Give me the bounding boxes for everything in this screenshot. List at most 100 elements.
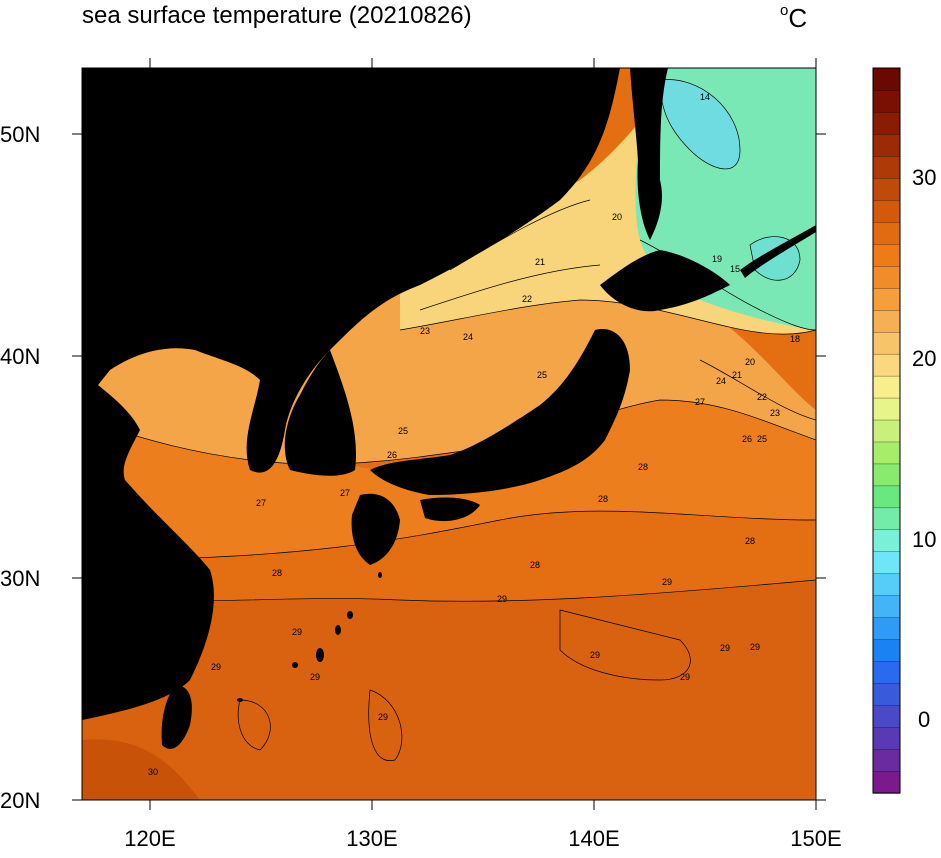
colorbar-cell — [872, 485, 901, 509]
colorbar-cell — [872, 155, 901, 179]
svg-text:21: 21 — [535, 257, 545, 267]
colorbar-cell — [872, 89, 901, 113]
kuril-islands — [740, 225, 816, 278]
svg-text:25: 25 — [537, 370, 547, 380]
colorbar-label-10: 10 — [912, 527, 936, 552]
svg-text:23: 23 — [420, 326, 430, 336]
colorbar-cell — [872, 287, 901, 311]
svg-text:24: 24 — [716, 376, 726, 386]
svg-text:28: 28 — [530, 560, 540, 570]
svg-text:20: 20 — [612, 212, 622, 222]
lon-label-140e: 140E — [568, 826, 619, 851]
ocean-29-region — [82, 580, 816, 800]
continent-land — [82, 68, 620, 720]
colorbar-cell — [872, 419, 901, 443]
colorbar-cells — [872, 67, 901, 794]
map-title: sea surface temperature (20210826) — [82, 2, 472, 29]
svg-text:29: 29 — [292, 627, 302, 637]
lat-label-40n: 40N — [0, 344, 40, 369]
svg-text:22: 22 — [522, 294, 532, 304]
colorbar-cell — [872, 397, 901, 421]
colorbar-cell — [872, 639, 901, 662]
colorbar-cell — [872, 133, 901, 157]
colorbar-cell — [872, 353, 901, 377]
svg-text:25: 25 — [757, 434, 767, 444]
unit-label: oC — [780, 2, 808, 33]
svg-text:18: 18 — [790, 334, 800, 344]
svg-text:26: 26 — [268, 420, 278, 430]
colorbar-cell — [872, 551, 901, 574]
ryukyu-islands — [237, 572, 382, 702]
colorbar-cell — [872, 704, 901, 728]
colorbar-cell — [872, 463, 901, 487]
svg-text:30: 30 — [148, 767, 158, 777]
korea-land — [284, 350, 356, 476]
shikoku-land — [420, 497, 480, 522]
colorbar-cell — [872, 243, 901, 267]
svg-text:29: 29 — [750, 642, 760, 652]
svg-text:29: 29 — [590, 650, 600, 660]
svg-text:29: 29 — [497, 594, 507, 604]
svg-text:28: 28 — [272, 568, 282, 578]
svg-text:28: 28 — [745, 536, 755, 546]
sakhalin-land — [630, 68, 668, 240]
svg-text:21: 21 — [732, 370, 742, 380]
colorbar-cell — [872, 375, 901, 399]
colorbar-cell — [872, 441, 901, 465]
kyushu-land — [351, 493, 400, 565]
colorbar-label-0: 0 — [918, 707, 930, 732]
svg-text:23: 23 — [770, 408, 780, 418]
svg-text:29: 29 — [378, 712, 388, 722]
plot-frame — [81, 67, 817, 801]
colorbar-cell — [872, 221, 901, 245]
svg-text:26: 26 — [742, 434, 752, 444]
colorbar-cell — [872, 748, 901, 772]
svg-text:29: 29 — [211, 662, 221, 672]
colorbar-cell — [872, 177, 901, 201]
colorbar-cell — [872, 111, 901, 135]
svg-text:29: 29 — [720, 643, 730, 653]
colorbar-cell — [872, 67, 901, 91]
colorbar-cell — [872, 661, 901, 684]
svg-text:19: 19 — [712, 254, 722, 264]
lon-label-150e: 150E — [790, 826, 841, 851]
svg-text:27: 27 — [340, 488, 350, 498]
svg-text:29: 29 — [310, 672, 320, 682]
svg-text:14: 14 — [700, 92, 710, 102]
colorbar-frame — [872, 67, 901, 794]
svg-text:28: 28 — [598, 494, 608, 504]
colorbar-label-20: 20 — [912, 346, 936, 371]
lon-label-130e: 130E — [346, 826, 397, 851]
colorbar-cell — [872, 595, 901, 618]
lat-label-50n: 50N — [0, 122, 40, 147]
colorbar-cell — [872, 309, 901, 333]
ocean-30-region — [82, 739, 200, 800]
colorbar-cell — [872, 617, 901, 640]
isotherm-lines — [82, 79, 816, 761]
svg-text:27: 27 — [695, 397, 705, 407]
ocean-14-region — [660, 79, 740, 169]
svg-text:25: 25 — [398, 426, 408, 436]
lon-label-120e: 120E — [124, 826, 175, 851]
colorbar-cell — [872, 199, 901, 223]
taiwan-land — [161, 685, 192, 749]
svg-text:22: 22 — [757, 392, 767, 402]
colorbar-cell — [872, 683, 901, 706]
lat-label-30n: 30N — [0, 566, 40, 591]
honshu-land — [370, 329, 630, 495]
svg-text:29: 29 — [662, 577, 672, 587]
svg-text:26: 26 — [387, 450, 397, 460]
colorbar-label-30: 30 — [912, 165, 936, 190]
colorbar-cell — [872, 265, 901, 289]
colorbar-cell — [872, 507, 901, 531]
svg-text:24: 24 — [463, 332, 473, 342]
colorbar-cell — [872, 726, 901, 750]
contour-labels: 14 15 19 18 20 20 21 21 22 22 23 23 24 2… — [148, 92, 800, 777]
lat-label-20n: 20N — [0, 788, 40, 813]
svg-text:15: 15 — [730, 264, 740, 274]
svg-text:20: 20 — [745, 357, 755, 367]
svg-text:28: 28 — [638, 462, 648, 472]
hokkaido-land — [600, 250, 730, 312]
